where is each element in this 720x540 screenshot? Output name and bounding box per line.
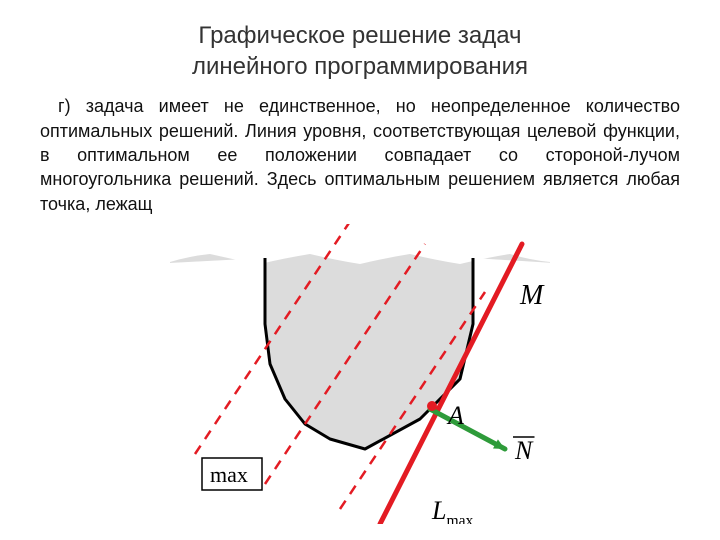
- title-line-1: Графическое решение задач: [198, 22, 521, 49]
- label-a: A: [446, 401, 464, 430]
- lp-diagram: MANLmaxmax: [150, 224, 570, 524]
- label-n: N: [514, 436, 534, 465]
- title-line-2: линейного программирования: [192, 53, 528, 80]
- paragraph-text: г) задача имеет не единственное, но неоп…: [40, 96, 680, 213]
- label-m: M: [519, 280, 545, 311]
- diagram-container: MANLmaxmax: [40, 224, 680, 524]
- max-box-label: max: [210, 462, 248, 487]
- point-a: [427, 401, 437, 411]
- page-title: Графическое решение задач линейного прог…: [40, 20, 680, 82]
- body-paragraph: г) задача имеет не единственное, но неоп…: [40, 94, 680, 215]
